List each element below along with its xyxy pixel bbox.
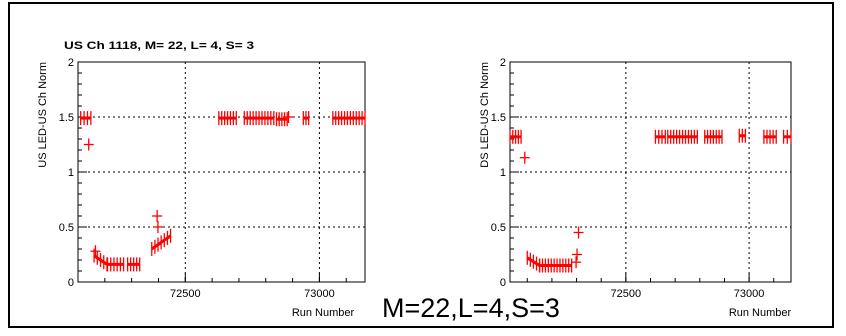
data-cluster	[509, 129, 522, 144]
data-cluster	[80, 111, 92, 126]
data-point	[573, 226, 584, 239]
data-cluster	[218, 111, 237, 126]
data-cluster	[526, 250, 541, 273]
data-cluster	[150, 228, 172, 256]
y-axis-label: US LED-US Ch Norm	[37, 62, 49, 168]
y-tick-label: 1.5	[59, 112, 74, 124]
x-tick-label: 72500	[611, 288, 642, 300]
chart-ds-led-us-ch-norm: 0 0.5 1 1.5 2 72500 73000 DS LED-US Ch Norm Run …	[479, 57, 792, 319]
y-tick-label: 0.5	[491, 222, 506, 234]
data-point	[152, 210, 163, 222]
data-point	[283, 111, 294, 123]
data-point	[90, 245, 101, 258]
y-tick-label: 1	[500, 167, 506, 179]
data-cluster	[243, 111, 275, 126]
x-axis-label: Run Number	[292, 307, 355, 319]
y-axis-label: DS LED-US Ch Norm	[479, 62, 491, 168]
data-cluster	[332, 111, 366, 126]
data-point	[519, 151, 530, 164]
y-tick-label: 2	[500, 57, 506, 69]
data-cluster	[782, 129, 792, 144]
y-tick-label: 1	[68, 167, 74, 179]
y-tick-label: 1.5	[491, 112, 506, 124]
x-tick-label: 73000	[304, 288, 335, 300]
data-point	[571, 256, 582, 269]
data-cluster	[275, 112, 288, 127]
data-cluster	[302, 111, 310, 126]
chart-title: US Ch 1118, M= 22, L= 4, S= 3	[64, 40, 254, 52]
x-axis-label: Run Number	[729, 307, 792, 319]
data-point	[572, 248, 583, 261]
plot-area	[77, 61, 366, 283]
chart-us-led-us-ch-norm: 0 0.5 1 1.5 2 72500 73000 US Ch 1118, M= 22, L=…	[37, 40, 366, 319]
data-cluster	[126, 257, 141, 272]
data-cluster	[738, 128, 747, 143]
data-cluster	[654, 129, 666, 144]
y-tick-label: 2	[68, 57, 74, 69]
data-cluster	[106, 257, 125, 272]
y-tick-label: 0.5	[59, 222, 74, 234]
figure-frame	[8, 2, 834, 328]
figure-caption: M=22,L=4,S=3	[382, 293, 560, 323]
data-point	[152, 221, 163, 233]
y-tick-label: 0	[500, 277, 506, 289]
y-tick-label: 0	[68, 277, 74, 289]
data-cluster	[704, 129, 723, 144]
x-tick-label: 72500	[170, 288, 201, 300]
data-cluster	[538, 258, 573, 273]
x-tick-label: 73000	[734, 288, 765, 300]
data-point	[83, 138, 94, 151]
data-cluster	[763, 129, 777, 144]
data-cluster	[667, 129, 698, 144]
